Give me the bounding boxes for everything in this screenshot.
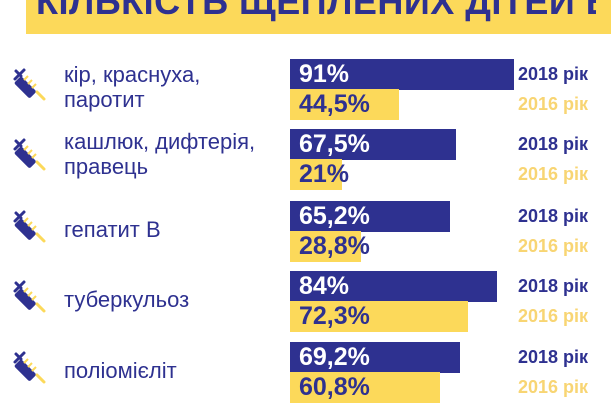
value-label-2018: 67,5%: [299, 130, 370, 158]
vaccine-row: поліомієліт 69,2% 60,8% 2018 рік 2016 рік: [0, 342, 614, 410]
value-label-2016: 21%: [299, 160, 350, 188]
vaccine-row: кір, краснуха, паротит 91% 44,5% 2018 рік 20…: [0, 59, 614, 127]
syringe-icon: [12, 279, 48, 315]
vaccine-row: туберкульоз 84% 72,3% 2018 рік 2016 рік: [0, 271, 614, 339]
value-label-2018: 65,2%: [299, 202, 370, 230]
bar-2018: [290, 201, 450, 232]
vaccine-row: гепатит В 65,2% 28,8% 2018 рік 2016 рік: [0, 201, 614, 269]
bar-2016: [290, 231, 361, 262]
series-label-2018: 2018 рік: [518, 134, 589, 154]
series-label-2016: 2016 рік: [518, 94, 589, 114]
category-label: туберкульоз: [64, 287, 190, 312]
value-label-2016: 44,5%: [299, 90, 370, 118]
series-label-2018: 2018 рік: [518, 276, 589, 296]
category-label: кір, краснуха, паротит: [64, 62, 201, 112]
category-label: поліомієліт: [64, 358, 177, 383]
value-label-2016: 60,8%: [299, 373, 370, 401]
category-label: гепатит В: [64, 217, 161, 242]
title-bar: [26, 0, 611, 34]
bar-2016: [290, 372, 440, 403]
value-label-2018: 69,2%: [299, 343, 370, 371]
series-label-2016: 2016 рік: [518, 377, 589, 397]
series-label-2018: 2018 рік: [518, 206, 589, 226]
value-label-2018: 91%: [299, 60, 350, 88]
series-label-2018: 2018 рік: [518, 347, 589, 367]
series-label-2016: 2016 рік: [518, 164, 589, 184]
category-label: кашлюк, дифтерія, правець: [64, 129, 256, 179]
syringe-icon: [12, 209, 48, 245]
bar-2018: [290, 129, 456, 160]
chart-title: КІЛЬКІСТЬ ЩЕПЛЕНИХ ДІТЕЙ ВІКОМ 1 РІК: [36, 0, 596, 22]
series-label-2016: 2016 рік: [518, 306, 589, 326]
value-label-2016: 28,8%: [299, 232, 370, 260]
syringe-icon: [12, 67, 48, 103]
bar-2018: [290, 342, 460, 373]
series-label-2016: 2016 рік: [518, 236, 589, 256]
bar-2016: [290, 89, 399, 120]
series-label-2018: 2018 рік: [518, 64, 589, 84]
bar-2018: [290, 271, 497, 302]
bar-2018: [290, 59, 514, 90]
vaccine-row: кашлюк, дифтерія, правець 67,5% 21% 2018 рі…: [0, 129, 614, 197]
syringe-icon: [12, 350, 48, 386]
bar-2016: [290, 301, 468, 332]
bar-2016: [290, 159, 342, 190]
value-label-2018: 84%: [299, 272, 350, 300]
value-label-2016: 72,3%: [299, 302, 370, 330]
syringe-icon: [12, 137, 48, 173]
